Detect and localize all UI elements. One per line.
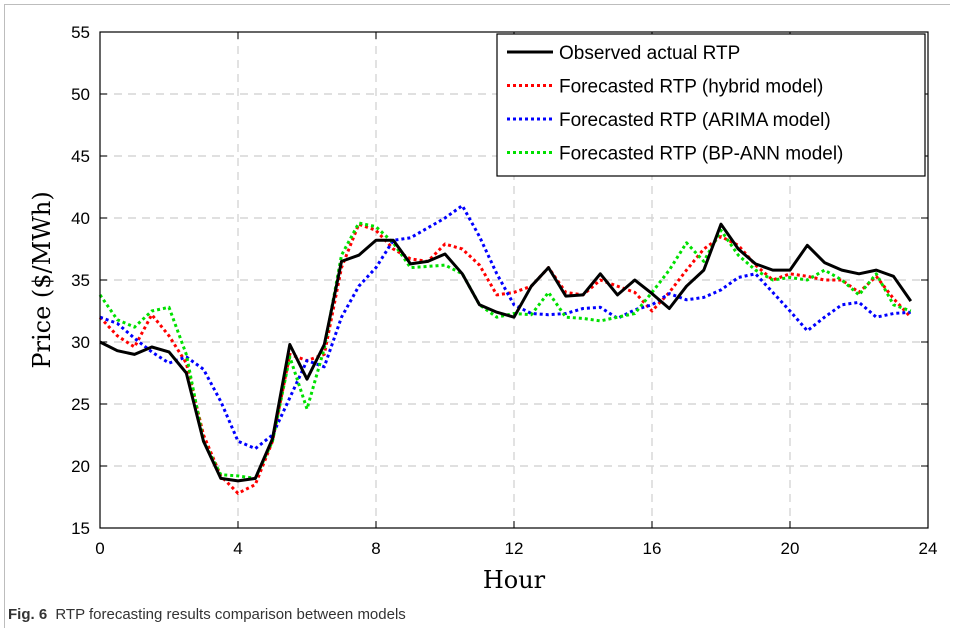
y-tick-label: 50 [71,85,90,104]
x-tick-label: 24 [919,539,938,558]
y-tick-label: 55 [71,23,90,42]
legend-label: Observed actual RTP [559,43,740,64]
series-line-2 [98,222,912,495]
x-tick-label: 4 [233,539,242,558]
series-layer [98,204,913,495]
x-axis-title: Hour [483,566,546,594]
axis-ticks: 0 4 8 12 16 20 24 15 20 25 30 35 40 45 50 55 [71,23,937,558]
y-tick-label: 15 [71,519,90,538]
legend-label: Forecasted RTP (BP-ANN model) [559,144,843,165]
x-tick-label: 0 [95,539,104,558]
y-tick-label: 40 [71,209,90,228]
y-tick-label: 20 [71,457,90,476]
legend-label: Forecasted RTP (ARIMA model) [559,110,831,131]
x-tick-label: 12 [505,539,524,558]
y-tick-label: 30 [71,333,90,352]
x-tick-label: 16 [643,539,662,558]
y-tick-label: 45 [71,147,90,166]
legend-label: Forecasted RTP (hybrid model) [559,77,823,98]
series-line-3 [99,204,911,451]
figure-frame [4,4,950,628]
series-line-1 [99,222,913,483]
legend-box [496,33,926,177]
y-tick-label: 35 [71,271,90,290]
x-tick-label: 8 [371,539,380,558]
x-tick-label: 20 [781,539,800,558]
y-axis-title: Price ($/MWh) [28,191,56,368]
y-tick-label: 25 [71,395,90,414]
line-chart: 0 4 8 12 16 20 24 15 20 25 30 35 40 45 50 55 Hour Price… [28,23,937,594]
caption-text: RTP forecasting results comparison betwe… [55,606,406,623]
legend: Observed actual RTP Forecasted RTP (hybri… [496,33,926,177]
figure-label: Fig. 6 [8,606,48,623]
figure-caption: Fig. 6 RTP forecasting results compariso… [8,606,406,623]
